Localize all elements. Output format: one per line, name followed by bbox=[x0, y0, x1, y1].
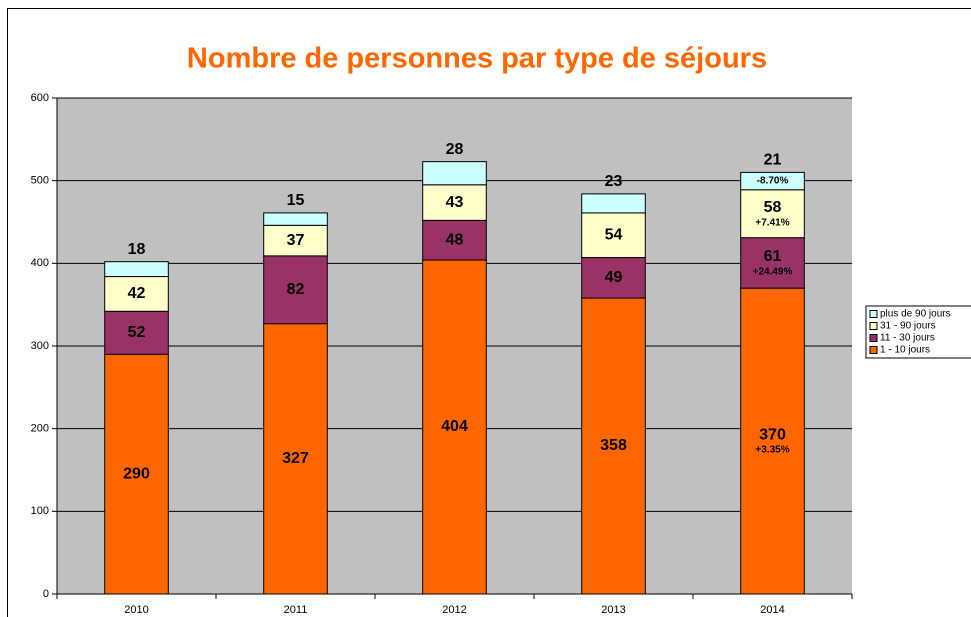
bar-segment bbox=[263, 212, 328, 226]
bar-segment bbox=[581, 257, 646, 299]
bar-segment bbox=[263, 224, 328, 257]
y-tick-label: 0 bbox=[43, 588, 49, 600]
x-tick-label: 2013 bbox=[601, 604, 625, 616]
value-label: 327 bbox=[282, 450, 309, 467]
legend-swatch bbox=[869, 310, 878, 318]
legend-swatch bbox=[869, 334, 878, 342]
legend-label: plus de 90 jours bbox=[880, 309, 951, 320]
bar-segment bbox=[581, 297, 646, 595]
chart-title: Nombre de personnes par type de séjours bbox=[187, 43, 767, 75]
annotation: +24.49% bbox=[753, 267, 793, 278]
legend-box bbox=[865, 305, 971, 359]
x-tick-label: 2010 bbox=[124, 604, 148, 616]
value-label: 290 bbox=[123, 465, 150, 482]
y-tick-label: 100 bbox=[31, 505, 49, 517]
y-tick-label: 600 bbox=[31, 92, 49, 104]
y-tick-label: 200 bbox=[31, 423, 49, 435]
bar-segment bbox=[581, 212, 646, 259]
x-tick-label: 2011 bbox=[284, 604, 308, 616]
bar-segment bbox=[263, 255, 328, 325]
bar-segment bbox=[422, 184, 487, 221]
legend-label: 1 - 10 jours bbox=[880, 345, 930, 356]
value-label: 404 bbox=[441, 418, 468, 435]
value-label: 18 bbox=[128, 241, 146, 258]
legend-swatch bbox=[869, 346, 878, 354]
bar-segment bbox=[740, 237, 805, 289]
value-label: 15 bbox=[287, 192, 305, 209]
annotation: -8.70% bbox=[757, 176, 789, 187]
value-label: 42 bbox=[128, 285, 146, 302]
bar-segment bbox=[422, 259, 487, 595]
x-tick-label: 2012 bbox=[442, 604, 466, 616]
x-tick-label: 2014 bbox=[760, 604, 784, 616]
value-label: 21 bbox=[764, 152, 782, 169]
y-tick-label: 400 bbox=[31, 257, 49, 269]
value-label: 28 bbox=[446, 141, 464, 158]
value-label: 54 bbox=[605, 226, 623, 243]
bar-segment bbox=[104, 310, 169, 355]
annotation: +7.41% bbox=[755, 217, 789, 228]
value-label: 82 bbox=[287, 281, 305, 298]
bar-segment bbox=[581, 193, 646, 214]
value-label: 61 bbox=[764, 248, 782, 265]
value-label: 48 bbox=[446, 231, 464, 248]
value-label: 58 bbox=[764, 199, 782, 216]
value-label: 358 bbox=[600, 437, 627, 454]
bar-segment bbox=[104, 353, 169, 595]
legend-swatch bbox=[869, 322, 878, 330]
legend-label: 31 - 90 jours bbox=[880, 321, 936, 332]
bar-segment bbox=[104, 276, 169, 312]
value-label: 23 bbox=[605, 173, 623, 190]
bar-segment bbox=[740, 171, 805, 191]
bar-segment bbox=[104, 261, 169, 278]
value-label: 43 bbox=[446, 194, 464, 211]
value-label: 37 bbox=[287, 232, 305, 249]
legend-label: 11 - 30 jours bbox=[880, 333, 935, 344]
value-label: 52 bbox=[128, 324, 146, 341]
y-tick-label: 500 bbox=[31, 175, 49, 187]
bar-segment bbox=[422, 219, 487, 261]
y-tick-label: 300 bbox=[31, 340, 49, 352]
annotation: +3.35% bbox=[755, 445, 789, 456]
bar-segment bbox=[740, 189, 805, 239]
value-label: 49 bbox=[605, 269, 623, 286]
value-label: 370 bbox=[759, 426, 786, 443]
bar-segment bbox=[422, 161, 487, 186]
